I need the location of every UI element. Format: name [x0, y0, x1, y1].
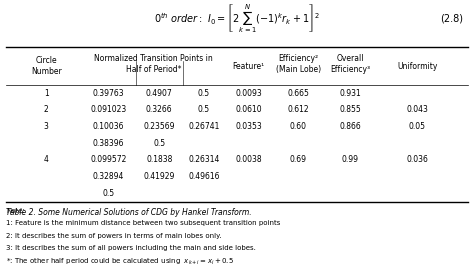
Text: 0.665: 0.665	[287, 89, 309, 98]
Text: 0.60: 0.60	[290, 122, 307, 131]
Text: 0.036: 0.036	[406, 155, 428, 164]
Text: 2: 2	[44, 105, 48, 114]
Text: 0.49616: 0.49616	[188, 172, 220, 181]
Text: 0.05: 0.05	[409, 122, 426, 131]
Text: 0.5: 0.5	[198, 89, 210, 98]
Text: *: The other half period could be calculated using  $x_{k+i} = x_i + 0.5$: *: The other half period could be calcul…	[6, 257, 234, 266]
Text: 0.23569: 0.23569	[144, 122, 175, 131]
Text: 0.0610: 0.0610	[236, 105, 262, 114]
Text: 0.855: 0.855	[339, 105, 361, 114]
Text: 0.10036: 0.10036	[93, 122, 124, 131]
Text: Half of Period*: Half of Period*	[126, 65, 181, 74]
Text: (2.8): (2.8)	[440, 14, 463, 24]
Text: 0.1838: 0.1838	[146, 155, 173, 164]
Text: Normalized Transition Points in: Normalized Transition Points in	[94, 54, 213, 63]
Text: Uniformity: Uniformity	[397, 62, 438, 70]
Text: 4: 4	[44, 155, 49, 164]
Text: 0.32894: 0.32894	[93, 172, 124, 181]
Text: 0.38396: 0.38396	[93, 139, 124, 148]
Text: Circle
Number: Circle Number	[31, 56, 62, 76]
Text: Table 2. Some Numerical Solutions of CDG by Hankel Transform.: Table 2. Some Numerical Solutions of CDG…	[6, 208, 252, 217]
Text: 0.931: 0.931	[339, 89, 361, 98]
Text: 0.99: 0.99	[342, 155, 359, 164]
Text: 3: It describes the sum of all powers including the main and side lobes.: 3: It describes the sum of all powers in…	[6, 245, 256, 251]
Text: 0.26314: 0.26314	[188, 155, 220, 164]
Text: 0.4907: 0.4907	[146, 89, 173, 98]
Text: (Main Lobe): (Main Lobe)	[276, 65, 321, 74]
Text: 0.5: 0.5	[153, 139, 165, 148]
Text: 0.043: 0.043	[406, 105, 428, 114]
Text: 0.0093: 0.0093	[236, 89, 262, 98]
Text: 0.41929: 0.41929	[144, 172, 175, 181]
Text: 0.866: 0.866	[339, 122, 361, 131]
Text: 1: 1	[44, 89, 48, 98]
Text: Overall: Overall	[337, 54, 364, 63]
Text: 1: Feature is the minimum distance between two subsequent transition points: 1: Feature is the minimum distance betwe…	[6, 221, 281, 226]
Text: 0.39763: 0.39763	[93, 89, 124, 98]
Text: 0.0353: 0.0353	[236, 122, 262, 131]
Text: 2: It describes the sum of powers in terms of main lobes only.: 2: It describes the sum of powers in ter…	[6, 232, 222, 239]
Text: 0.091023: 0.091023	[91, 105, 127, 114]
Text: Efficiency²: Efficiency²	[278, 54, 319, 63]
Text: Efficiency³: Efficiency³	[330, 65, 370, 74]
Text: Feature¹: Feature¹	[233, 62, 265, 70]
Text: 0.26741: 0.26741	[188, 122, 220, 131]
Text: 0.5: 0.5	[102, 189, 115, 198]
Text: 0.099572: 0.099572	[91, 155, 127, 164]
Text: $0^{th}\ order:\ I_0 = \left[2\sum_{k=1}^{N}(-1)^k r_k + 1\right]^2$: $0^{th}\ order:\ I_0 = \left[2\sum_{k=1}…	[154, 2, 320, 35]
Text: 0.612: 0.612	[287, 105, 309, 114]
Text: 0.5: 0.5	[198, 105, 210, 114]
Text: 0.0038: 0.0038	[236, 155, 262, 164]
Text: Note:: Note:	[6, 208, 25, 214]
Text: 3: 3	[44, 122, 49, 131]
Text: 0.69: 0.69	[290, 155, 307, 164]
Text: 0.3266: 0.3266	[146, 105, 173, 114]
